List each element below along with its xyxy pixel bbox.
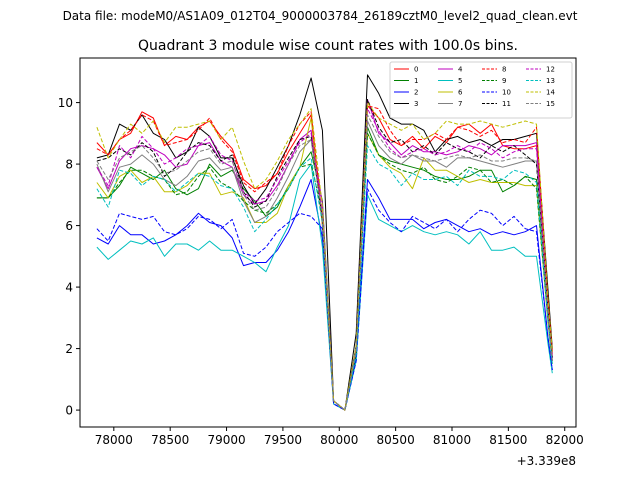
x-axis: 78000 78500 79000 79500 80000 80500 81000 81500… xyxy=(95,427,584,447)
series-line-15 xyxy=(96,114,553,411)
legend-label-3: 3 xyxy=(414,100,418,108)
plot-area: 78000 78500 79000 79500 80000 80500 81000 81500… xyxy=(58,57,584,468)
y-tick-label: 4 xyxy=(65,281,73,295)
legend-label-14: 14 xyxy=(546,89,555,97)
legend-label-1: 1 xyxy=(414,77,418,85)
series-line-9 xyxy=(96,132,553,411)
x-tick-label: 78000 xyxy=(95,433,133,447)
data-file-label: Data file: modeM0/AS1A09_012T04_90000037… xyxy=(63,9,578,23)
y-tick-label: 10 xyxy=(58,96,73,110)
legend-label-2: 2 xyxy=(414,89,418,97)
y-axis: 0 2 4 6 8 10 xyxy=(58,96,80,418)
legend-label-11: 11 xyxy=(502,100,511,108)
x-tick-label: 80000 xyxy=(320,433,358,447)
y-tick-label: 2 xyxy=(65,342,73,356)
legend-label-9: 9 xyxy=(502,77,506,85)
x-tick-label: 82000 xyxy=(546,433,584,447)
x-axis-offset-label: +3.339e8 xyxy=(517,454,576,468)
series-line-14 xyxy=(96,102,553,411)
legend-label-12: 12 xyxy=(546,66,555,74)
legend-label-15: 15 xyxy=(546,100,555,108)
x-tick-label: 81000 xyxy=(433,433,471,447)
series-line-5 xyxy=(96,163,553,411)
x-tick-label: 81500 xyxy=(489,433,527,447)
x-tick-label: 78500 xyxy=(151,433,189,447)
legend-label-13: 13 xyxy=(546,77,555,85)
y-tick-label: 0 xyxy=(65,404,73,418)
legend-label-7: 7 xyxy=(458,100,462,108)
legend-label-5: 5 xyxy=(458,77,462,85)
chart-title: Quadrant 3 module wise count rates with … xyxy=(138,38,518,54)
axes-background xyxy=(80,58,576,427)
series-line-3 xyxy=(96,74,553,411)
legend-label-8: 8 xyxy=(502,66,506,74)
x-tick-label: 80500 xyxy=(377,433,415,447)
series-layer xyxy=(96,74,553,411)
x-tick-label: 79500 xyxy=(264,433,302,447)
y-tick-label: 8 xyxy=(65,158,73,172)
x-tick-label: 79000 xyxy=(207,433,245,447)
legend-label-6: 6 xyxy=(458,89,463,97)
legend-label-10: 10 xyxy=(502,89,511,97)
legend-label-4: 4 xyxy=(458,66,463,74)
axes-frame xyxy=(79,57,577,428)
legend-label-0: 0 xyxy=(414,66,418,74)
y-tick-label: 6 xyxy=(65,219,73,233)
